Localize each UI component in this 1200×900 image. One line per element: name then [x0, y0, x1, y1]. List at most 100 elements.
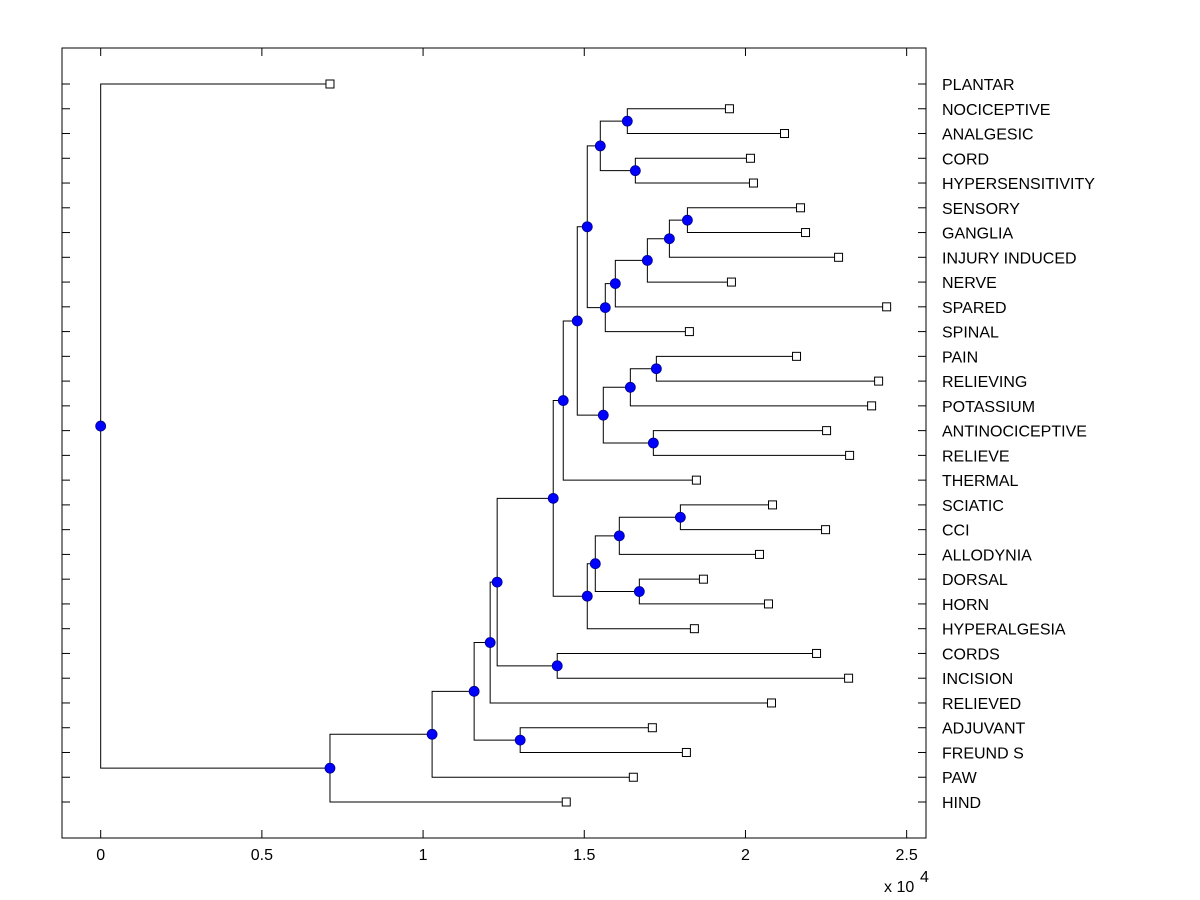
branch-link [686, 207, 801, 221]
branch-link [638, 591, 769, 605]
branch-link [556, 652, 817, 666]
leaf-marker [698, 574, 708, 584]
leaf-label: NOCICEPTIVE [942, 102, 1050, 119]
leaf-label: HYPERALGESIA [942, 622, 1066, 639]
leaf-labels: PLANTAR NOCICEPTIVE ANALGESIC CORD HYPERSENS… [942, 77, 1095, 812]
leaf-label: GANGLIA [942, 226, 1013, 243]
cluster-node [641, 255, 653, 266]
branch-link [473, 691, 521, 741]
axes-frame [61, 47, 927, 839]
leaf-markers [325, 79, 892, 807]
leaf-marker [834, 252, 844, 262]
leaf-marker [689, 624, 699, 634]
x-axis-ticks: 0 0.5 1 1.5 2 2.5 [96, 48, 918, 864]
leaf-label: ALLODYNIA [942, 547, 1032, 564]
branch-link [604, 307, 690, 333]
leaf-marker [691, 475, 701, 485]
leaf-marker [681, 747, 691, 757]
leaf-label: INJURY INDUCED [942, 250, 1077, 267]
branch-link [552, 498, 588, 597]
y-axis-ticks [62, 83, 926, 803]
x-tick-label: 0 [96, 847, 105, 864]
branch-link [686, 220, 806, 234]
branch-link [586, 226, 606, 309]
branch-link [489, 581, 498, 643]
leaf-marker [745, 153, 755, 163]
leaf-marker [821, 525, 831, 535]
branch-link [602, 415, 654, 444]
branch-link [629, 368, 657, 388]
leaf-marker [801, 228, 811, 238]
leaf-marker [763, 599, 773, 609]
cluster-node [95, 420, 107, 432]
leaf-label: THERMAL [942, 473, 1019, 490]
cluster-node [674, 511, 686, 523]
branch-link [473, 642, 491, 692]
node-markers [95, 115, 693, 774]
branch-link [496, 582, 558, 667]
leaf-label: ADJUVANT [942, 721, 1025, 738]
leaf-label: RELIEVE [942, 448, 1010, 465]
leaf-marker [796, 203, 806, 213]
x-tick-label: 2 [741, 847, 750, 864]
branch-link [586, 145, 601, 227]
x-tick-label: 0.5 [251, 847, 273, 864]
branch-link [329, 733, 433, 769]
cluster-node [581, 221, 593, 233]
cluster-node [624, 381, 636, 393]
branch-link [679, 517, 826, 531]
leaf-marker [647, 723, 657, 733]
cluster-node [599, 302, 611, 314]
branch-link [496, 497, 554, 583]
branch-link [100, 426, 330, 769]
branch-link [629, 387, 872, 407]
branch-link [519, 740, 687, 753]
cluster-node [597, 409, 609, 421]
branch-link [614, 259, 648, 284]
cluster-node [547, 492, 559, 504]
cluster-node [468, 685, 480, 697]
leaf-marker [780, 129, 790, 139]
branch-link [626, 121, 785, 135]
leaf-marker [882, 302, 892, 312]
leaf-label: NERVE [942, 275, 997, 292]
branch-link [634, 170, 754, 184]
cluster-node [589, 558, 601, 570]
leaf-marker [867, 401, 877, 411]
leaf-marker [874, 376, 884, 386]
branch-link [599, 120, 628, 146]
branch-link [100, 83, 330, 427]
cluster-node [426, 728, 438, 740]
leaf-marker [628, 772, 638, 782]
leaf-marker [325, 79, 335, 89]
leaf-marker [792, 351, 802, 361]
leaf-marker [844, 673, 854, 683]
cluster-node [514, 734, 526, 746]
cluster-node [621, 115, 633, 127]
leaf-label: POTASSIUM [942, 399, 1035, 416]
branch-link [668, 219, 688, 239]
leaf-label: HORN [942, 597, 989, 614]
leaf-label: RELIEVING [942, 374, 1027, 391]
x-exponent-power: 4 [920, 869, 929, 886]
branch-link [646, 260, 732, 283]
cluster-node [571, 315, 583, 327]
leaf-marker [812, 648, 822, 658]
leaf-marker [684, 327, 694, 337]
cluster-node [581, 590, 593, 602]
leaf-label: PLANTAR [942, 77, 1015, 94]
cluster-node [557, 395, 569, 406]
branch-link [489, 642, 772, 704]
leaf-marker [748, 178, 758, 188]
leaf-label: SCIATIC [942, 498, 1004, 515]
branch-link [519, 727, 653, 741]
cluster-node [682, 214, 693, 226]
cluster-node [609, 278, 621, 290]
leaf-label: PAIN [942, 349, 978, 366]
branch-link [599, 145, 636, 172]
branch-link [614, 283, 887, 308]
cluster-node [650, 363, 662, 375]
branch-link [655, 355, 797, 369]
leaf-marker [724, 104, 734, 114]
branch-link [668, 238, 839, 258]
